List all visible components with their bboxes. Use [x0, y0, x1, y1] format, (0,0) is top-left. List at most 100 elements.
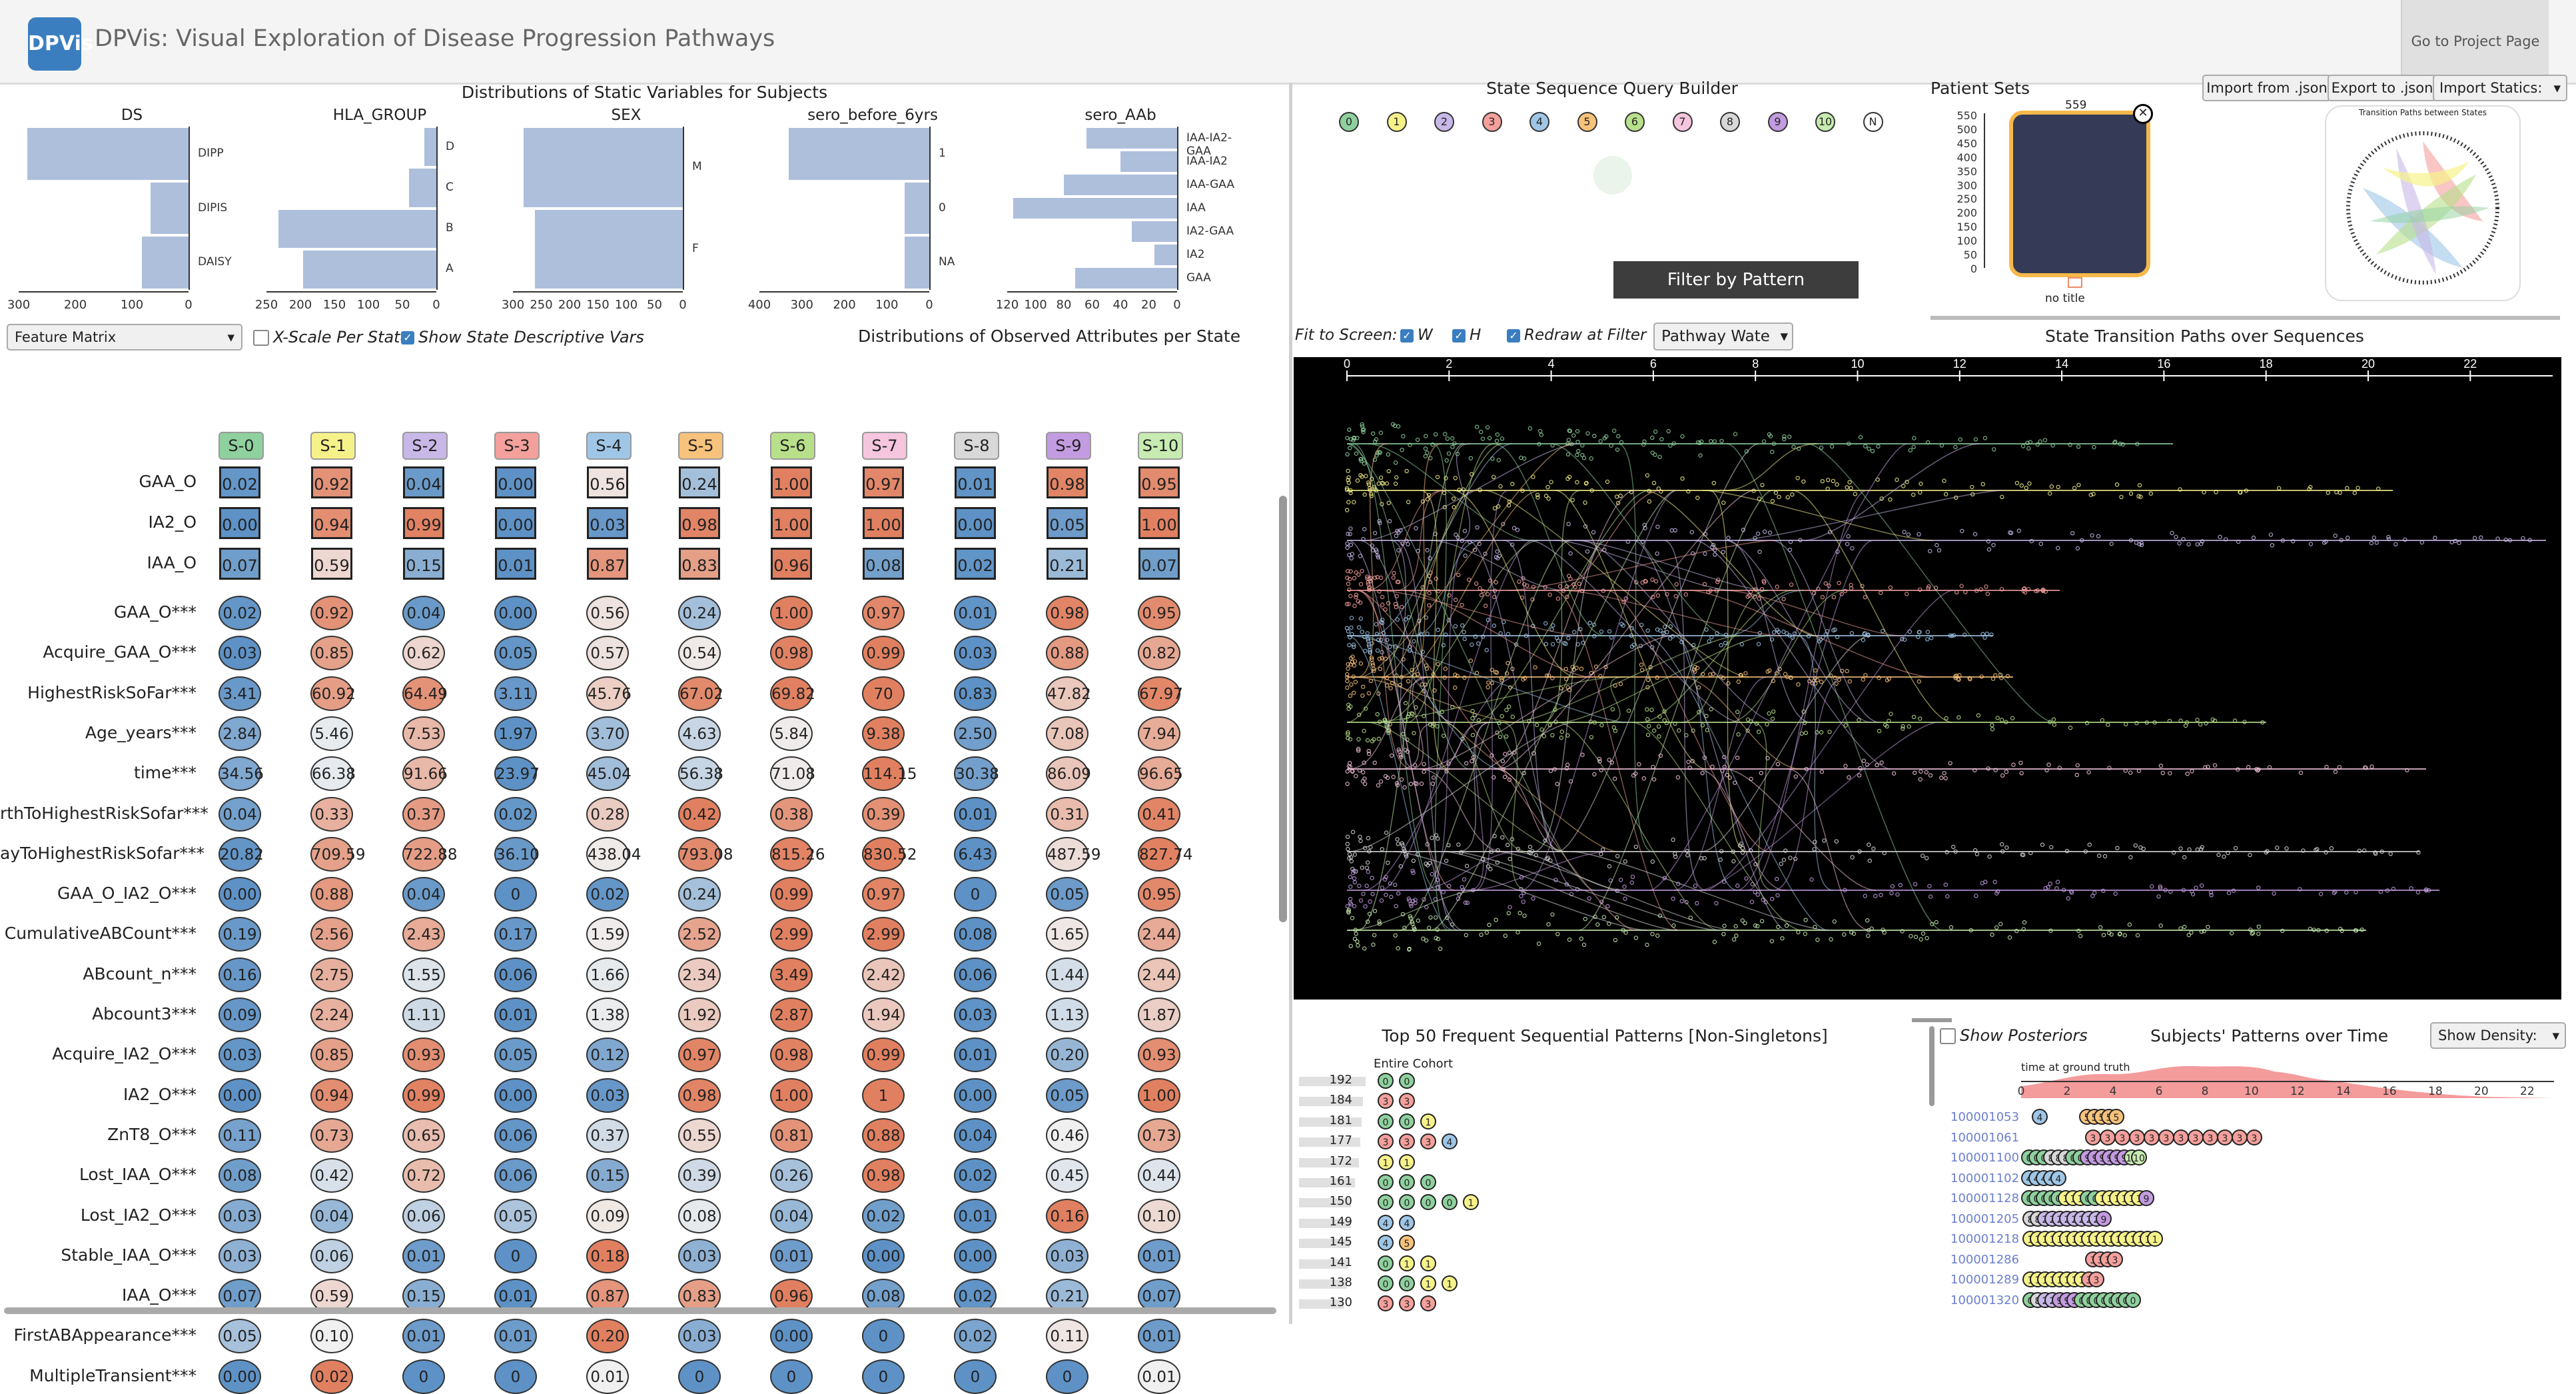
feature-matrix-select[interactable]: Feature Matrix ▾: [7, 324, 242, 350]
pattern-state-dot[interactable]: 4: [1442, 1133, 1458, 1150]
xscale-checkbox[interactable]: X-Scale Per State: [253, 328, 410, 347]
matrix-circle[interactable]: 2.42: [862, 957, 905, 992]
matrix-circle[interactable]: 2.50: [954, 716, 997, 751]
matrix-circle[interactable]: 1.66: [586, 957, 629, 992]
pattern-state-dot[interactable]: 0: [1399, 1275, 1415, 1291]
matrix-circle[interactable]: 2.75: [310, 957, 353, 992]
matrix-circle[interactable]: 0.46: [1046, 1117, 1088, 1153]
matrix-circle[interactable]: 0.04: [954, 1117, 997, 1153]
matrix-circle[interactable]: 0.98: [1046, 596, 1088, 630]
matrix-circle[interactable]: 0.06: [310, 1238, 353, 1273]
matrix-circle[interactable]: 20.82: [218, 836, 264, 872]
matrix-cell[interactable]: 0.87: [587, 548, 628, 580]
matrix-circle[interactable]: 67.02: [678, 676, 723, 711]
matrix-circle[interactable]: 0.01: [954, 596, 997, 630]
pattern-state-dot[interactable]: 3: [1378, 1295, 1394, 1312]
matrix-circle[interactable]: 2.99: [862, 917, 905, 952]
query-state-chip[interactable]: 6: [1625, 112, 1645, 132]
matrix-circle[interactable]: 2.87: [770, 998, 813, 1032]
matrix-circle[interactable]: 0.00: [218, 877, 261, 912]
matrix-circle[interactable]: 0.03: [678, 1319, 721, 1354]
matrix-circle[interactable]: 0.05: [1046, 877, 1088, 912]
matrix-circle[interactable]: 0.02: [586, 877, 629, 912]
show-desc-checkbox[interactable]: ✓ Show State Descriptive Vars: [401, 328, 644, 347]
matrix-circle[interactable]: 1.00: [770, 1077, 813, 1113]
matrix-cell[interactable]: 0.21: [1047, 548, 1088, 580]
matrix-circle[interactable]: 438.04: [586, 836, 641, 872]
pattern-state-dot[interactable]: 1: [1420, 1275, 1436, 1291]
matrix-circle[interactable]: 0.01: [954, 1198, 997, 1233]
matrix-circle[interactable]: 0.00: [862, 1238, 905, 1273]
matrix-cell[interactable]: 0.03: [587, 507, 628, 539]
matrix-circle[interactable]: 0.08: [954, 917, 997, 952]
matrix-circle[interactable]: 0.01: [1138, 1238, 1180, 1273]
matrix-circle[interactable]: 2.84: [218, 716, 261, 751]
matrix-circle[interactable]: 0.97: [678, 1038, 721, 1073]
matrix-circle[interactable]: 827.74: [1138, 836, 1192, 872]
matrix-circle[interactable]: 0.05: [1046, 1077, 1088, 1113]
matrix-circle[interactable]: 0.41: [1138, 796, 1180, 832]
matrix-circle[interactable]: 64.49: [402, 676, 448, 711]
matrix-circle[interactable]: 0.55: [678, 1117, 721, 1153]
query-state-chip[interactable]: 2: [1434, 112, 1454, 132]
matrix-circle[interactable]: 0.08: [678, 1198, 721, 1233]
matrix-circle[interactable]: 45.04: [586, 756, 632, 792]
matrix-circle[interactable]: 70: [862, 676, 905, 711]
matrix-circle[interactable]: 0.97: [862, 877, 905, 912]
static-var-bar[interactable]: [788, 128, 929, 180]
resize-handle[interactable]: [1912, 1018, 1952, 1022]
matrix-circle[interactable]: 0.03: [586, 1077, 629, 1113]
matrix-circle[interactable]: 0.01: [1138, 1319, 1180, 1354]
matrix-cell[interactable]: 0.02: [219, 466, 260, 498]
matrix-circle[interactable]: 9.38: [862, 716, 905, 751]
matrix-cell[interactable]: 1.00: [771, 466, 812, 498]
matrix-circle[interactable]: 3.70: [586, 716, 629, 751]
matrix-circle[interactable]: 0.01: [954, 796, 997, 832]
matrix-circle[interactable]: 0.56: [586, 596, 629, 630]
matrix-circle[interactable]: 1.55: [402, 957, 445, 992]
matrix-cell[interactable]: 0.56: [587, 466, 628, 498]
matrix-circle[interactable]: 0.19: [218, 917, 261, 952]
matrix-circle[interactable]: 67.97: [1138, 676, 1183, 711]
matrix-circle[interactable]: 0.16: [1046, 1198, 1088, 1233]
matrix-circle[interactable]: 1.11: [402, 998, 445, 1032]
pattern-state-dot[interactable]: 3: [1378, 1133, 1394, 1150]
matrix-circle[interactable]: 36.10: [494, 836, 540, 872]
static-var-bar[interactable]: [424, 128, 436, 167]
matrix-cell[interactable]: 0.00: [495, 466, 536, 498]
matrix-circle[interactable]: 0: [954, 1359, 997, 1394]
matrix-circle[interactable]: 0.03: [218, 1238, 261, 1273]
matrix-circle[interactable]: 2.52: [678, 917, 721, 952]
matrix-circle[interactable]: 0.39: [862, 796, 905, 832]
static-var-bar[interactable]: [141, 237, 189, 289]
matrix-circle[interactable]: 0.02: [218, 596, 261, 630]
matrix-circle[interactable]: 0.03: [678, 1238, 721, 1273]
query-state-chip[interactable]: 10: [1815, 112, 1835, 132]
matrix-circle[interactable]: 0.42: [678, 796, 721, 832]
subject-id[interactable]: 100001289: [1950, 1273, 2020, 1287]
matrix-circle[interactable]: 0.98: [770, 1038, 813, 1073]
subject-id[interactable]: 100001100: [1950, 1151, 2020, 1165]
matrix-circle[interactable]: 0.57: [586, 636, 629, 671]
pattern-state-dot[interactable]: 0: [1420, 1174, 1436, 1190]
matrix-circle[interactable]: 0.00: [954, 1077, 997, 1113]
matrix-circle[interactable]: 0.73: [310, 1117, 353, 1153]
matrix-circle[interactable]: 0.02: [494, 796, 537, 832]
matrix-circle[interactable]: 1.13: [1046, 998, 1088, 1032]
matrix-circle[interactable]: 0.06: [494, 1117, 537, 1153]
matrix-circle[interactable]: 2.24: [310, 998, 353, 1032]
matrix-circle[interactable]: 0.38: [770, 796, 813, 832]
matrix-circle[interactable]: 0.12: [586, 1038, 629, 1073]
matrix-circle[interactable]: 1.65: [1046, 917, 1088, 952]
matrix-circle[interactable]: 0.04: [402, 877, 445, 912]
matrix-circle[interactable]: 86.09: [1046, 756, 1091, 792]
matrix-circle[interactable]: 0.92: [310, 596, 353, 630]
pattern-state-dot[interactable]: 3: [1399, 1093, 1415, 1109]
matrix-cell[interactable]: 0.00: [495, 507, 536, 539]
matrix-circle[interactable]: 96.65: [1138, 756, 1183, 792]
pattern-state-dot[interactable]: 4: [1378, 1235, 1394, 1251]
matrix-circle[interactable]: 0: [678, 1359, 721, 1394]
fit-height-checkbox[interactable]: ✓ H: [1452, 327, 1481, 344]
transition-paths-svg[interactable]: 0 2 4 6 8 10 12 14 16 18 20 22: [1294, 357, 2561, 1000]
matrix-cell[interactable]: 0.15: [403, 548, 444, 580]
